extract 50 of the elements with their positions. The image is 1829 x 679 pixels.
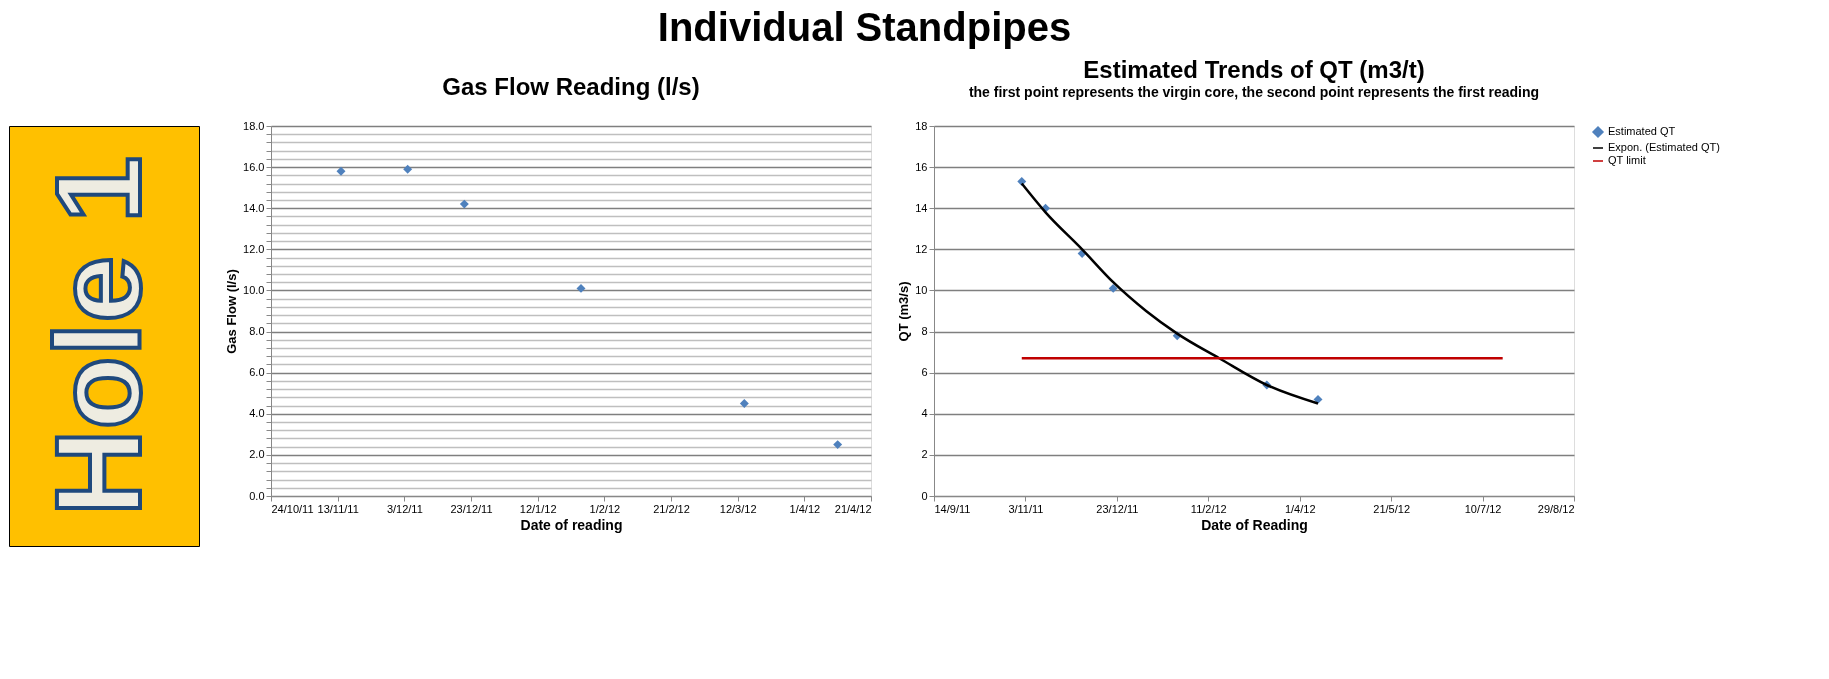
chart-subtitle: the first point represents the virgin core, the second point represents the first reading [968, 84, 1540, 100]
legend-label: Expon. (Estimated QT) [1608, 141, 1720, 153]
x-tick-label: 29/8/12 [1537, 502, 1575, 515]
x-axis-title: Date of Reading [1201, 516, 1308, 533]
y-tick-label: 12 [915, 242, 928, 255]
chart-title: Estimated Trends of QT (m3/t) [1083, 56, 1425, 83]
legend-label: QT limit [1608, 154, 1646, 166]
x-tick-label: 1/2/12 [589, 502, 621, 515]
y-tick-label: 8.0 [249, 325, 265, 338]
text: Individual Standpipes [657, 4, 1072, 49]
chart-title: Gas Flow Reading (l/s) [442, 73, 700, 100]
x-axis-title: Date of reading [520, 516, 623, 533]
x-tick-label: 10/7/12 [1464, 502, 1502, 515]
y-tick-label: 18.0 [243, 119, 265, 132]
y-tick-label: 2.0 [249, 448, 265, 461]
y-tick-label: 14 [915, 201, 928, 214]
y-axis-title: QT (m3/s) [896, 281, 912, 342]
y-tick-label: 10.0 [243, 283, 265, 296]
y-tick-label: 4.0 [249, 407, 265, 420]
x-tick-label: 11/2/12 [1190, 502, 1227, 515]
x-tick-label: 21/2/12 [653, 502, 690, 515]
y-tick-label: 0.0 [249, 489, 265, 502]
y-tick-label: 6.0 [249, 366, 265, 379]
y-tick-label: 10 [915, 283, 928, 296]
x-tick-label: 24/10/11 [271, 502, 314, 515]
x-tick-label: 12/1/12 [519, 502, 557, 515]
y-tick-label: 16 [915, 160, 928, 173]
x-tick-label: 23/12/11 [450, 502, 493, 515]
y-tick-label: 8 [921, 325, 928, 338]
x-tick-label: 14/9/11 [934, 502, 971, 515]
legend-label: Estimated QT [1608, 125, 1676, 137]
y-tick-label: 14.0 [243, 201, 265, 214]
x-tick-label: 21/4/12 [834, 502, 872, 515]
x-tick-label: 13/11/11 [317, 502, 359, 515]
x-tick-label: 1/4/12 [1284, 502, 1316, 515]
text: Hole 1 [31, 155, 165, 517]
y-tick-label: 2 [921, 448, 928, 461]
y-tick-label: 6 [921, 366, 928, 379]
x-tick-label: 21/5/12 [1373, 502, 1410, 515]
y-tick-label: 12.0 [243, 242, 265, 255]
y-axis-title: Gas Flow (l/s) [224, 269, 240, 354]
x-tick-label: 3/11/11 [1008, 502, 1044, 515]
x-tick-label: 1/4/12 [789, 502, 821, 515]
x-tick-label: 3/12/11 [386, 502, 423, 515]
x-tick-label: 23/12/11 [1096, 502, 1139, 515]
y-tick-label: 4 [921, 407, 928, 420]
y-tick-label: 16.0 [243, 160, 265, 173]
x-tick-label: 12/3/12 [719, 502, 757, 515]
y-tick-label: 18 [915, 119, 928, 132]
y-tick-label: 0 [921, 489, 928, 502]
